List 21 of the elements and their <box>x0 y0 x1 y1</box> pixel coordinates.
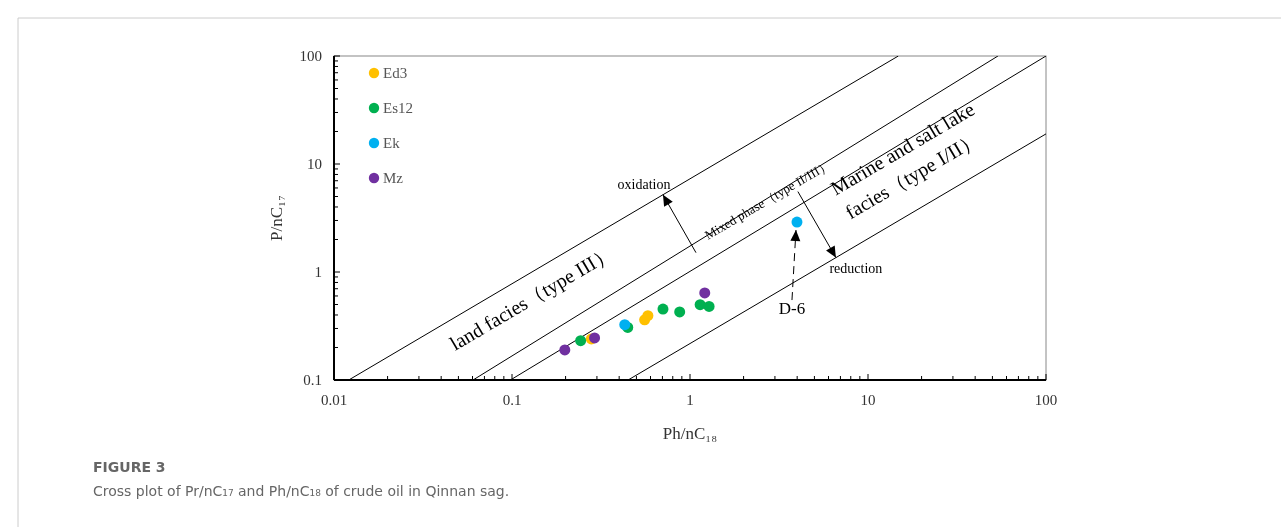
y-axis-title: P/nC₁₇ <box>267 194 286 241</box>
x-axis-title: Ph/nC₁₈ <box>662 424 718 443</box>
legend-label: Ed3 <box>383 65 408 81</box>
annotation: land facies（type III） <box>445 241 618 356</box>
legend-label: Ek <box>383 135 401 151</box>
y-tick-label: 10 <box>307 156 322 172</box>
x-tick-label: 0.01 <box>320 392 348 408</box>
caption: FIGURE 3 <box>93 459 166 475</box>
x-tick-label: 10 <box>860 392 876 408</box>
y-tick-label: 100 <box>299 48 322 64</box>
annotation: oxidation <box>617 176 671 192</box>
legend-label: Mz <box>383 170 404 186</box>
x-tick-label: 1 <box>686 392 694 408</box>
x-tick-label: 100 <box>1034 392 1058 408</box>
annotation: reduction <box>829 260 883 276</box>
x-tick-label: 0.1 <box>502 392 522 408</box>
legend-label: Es12 <box>383 100 413 116</box>
y-tick-label: 0.1 <box>303 372 322 388</box>
text: Cross plot of Pr/nC₁₇ and Ph/nC₁₈ of crude oil in Qinnan sag. <box>93 483 510 499</box>
annotation: D-6 <box>778 299 806 319</box>
y-tick-label: 1 <box>314 264 322 280</box>
